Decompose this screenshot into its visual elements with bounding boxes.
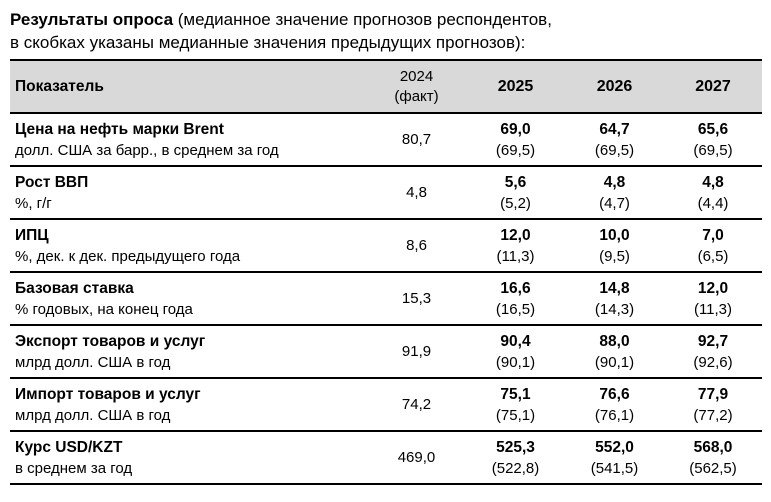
survey-results-table: Показатель 2024 (факт) 2025 2026 2027 Цен… xyxy=(10,59,762,485)
forecast-2026: 76,6 xyxy=(599,385,630,403)
forecast-2026: 10,0 xyxy=(599,226,630,244)
table-header: Показатель 2024 (факт) 2025 2026 2027 xyxy=(10,60,762,113)
table-row-usdkzt: Курс USD/KZT в среднем за год 469,0 525,… xyxy=(10,431,762,484)
previous-forecast-2025: (90,1) xyxy=(495,353,536,371)
previous-forecast-2026: (76,1) xyxy=(594,406,635,424)
column-header-indicator: Показатель xyxy=(15,77,104,95)
forecast-2026: 64,7 xyxy=(599,120,630,138)
forecast-2027: 7,0 xyxy=(702,226,724,244)
forecast-2027: 77,9 xyxy=(697,385,729,403)
previous-forecast-2026: (541,5) xyxy=(590,459,639,477)
header-row: Показатель 2024 (факт) 2025 2026 2027 xyxy=(10,60,762,113)
forecast-2025: 12,0 xyxy=(500,226,531,244)
forecast-2026: 4,8 xyxy=(603,173,626,191)
indicator-name: ИПЦ xyxy=(15,226,49,244)
previous-forecast-2027: (4,4) xyxy=(697,194,729,212)
forecast-2027: 12,0 xyxy=(697,279,729,297)
previous-forecast-2027: (562,5) xyxy=(689,459,737,477)
forecast-2025: 5,6 xyxy=(504,173,527,191)
table-row-brent: Цена на нефть марки Brent долл. США за б… xyxy=(10,113,762,166)
previous-forecast-2027: (6,5) xyxy=(697,247,729,265)
forecast-2025: 525,3 xyxy=(496,438,535,456)
previous-forecast-2025: (75,1) xyxy=(495,406,536,424)
indicator-name: Рост ВВП xyxy=(15,173,89,191)
column-header-2027: 2027 xyxy=(695,77,731,95)
title-line2: в скобках указаны медианные значения пре… xyxy=(10,33,526,52)
forecast-2027: 92,7 xyxy=(697,332,729,350)
indicator-unit: %, г/г xyxy=(15,194,52,212)
title-line1-rest: (медианное значение прогнозов респондент… xyxy=(173,10,552,29)
forecast-2025: 75,1 xyxy=(500,385,531,403)
previous-forecast-2026: (4,7) xyxy=(599,194,630,212)
forecast-2027: 568,0 xyxy=(693,438,733,456)
indicator-name: Цена на нефть марки Brent xyxy=(15,120,224,138)
forecast-2026: 14,8 xyxy=(599,279,630,297)
previous-forecast-2025: (522,8) xyxy=(491,459,540,477)
column-header-2024-fact: 2024 (факт) xyxy=(367,60,466,113)
indicator-unit: % годовых, на конец года xyxy=(15,300,193,318)
previous-forecast-2026: (90,1) xyxy=(594,353,635,371)
previous-forecast-2026: (9,5) xyxy=(599,247,630,265)
indicator-name: Экспорт товаров и услуг xyxy=(15,332,206,350)
forecast-2026: 88,0 xyxy=(599,332,630,350)
indicator-unit: %, дек. к дек. предыдущего года xyxy=(15,247,241,265)
previous-forecast-2026: (14,3) xyxy=(594,300,635,318)
indicator-unit: млрд долл. США в год xyxy=(15,406,171,424)
forecast-2025: 90,4 xyxy=(500,332,531,350)
column-header-2025: 2025 xyxy=(497,77,534,95)
fact-value: 469,0 xyxy=(397,449,436,466)
fact-year: 2024 xyxy=(399,67,434,85)
fact-value: 15,3 xyxy=(401,290,432,307)
previous-forecast-2025: (11,3) xyxy=(496,247,535,265)
previous-forecast-2027: (77,2) xyxy=(693,406,733,424)
fact-value: 80,7 xyxy=(401,131,432,148)
table-row-imports: Импорт товаров и услуг млрд долл. США в … xyxy=(10,378,762,431)
forecast-2027: 4,8 xyxy=(702,173,724,191)
indicator-unit: в среднем за год xyxy=(15,459,133,477)
previous-forecast-2026: (69,5) xyxy=(594,141,635,159)
indicator-unit: млрд долл. США в год xyxy=(15,353,171,371)
title-bold: Результаты опроса xyxy=(10,10,174,29)
fact-label: (факт) xyxy=(394,87,439,105)
indicator-name: Курс USD/KZT xyxy=(15,438,123,456)
indicator-unit: долл. США за барр., в среднем за год xyxy=(15,141,279,159)
previous-forecast-2025: (5,2) xyxy=(500,194,531,212)
table-body: Цена на нефть марки Brent долл. США за б… xyxy=(10,113,762,484)
fact-value: 4,8 xyxy=(406,184,427,201)
forecast-2026: 552,0 xyxy=(595,438,634,456)
previous-forecast-2025: (16,5) xyxy=(495,300,536,318)
fact-value: 74,2 xyxy=(401,396,432,413)
table-row-base-rate: Базовая ставка % годовых, на конец года … xyxy=(10,272,762,325)
forecast-2025: 16,6 xyxy=(500,279,531,297)
indicator-name: Базовая ставка xyxy=(15,279,134,297)
previous-forecast-2027: (69,5) xyxy=(693,141,733,159)
fact-value: 8,6 xyxy=(406,237,427,254)
previous-forecast-2025: (69,5) xyxy=(495,141,536,159)
indicator-name: Импорт товаров и услуг xyxy=(15,385,201,403)
forecast-2025: 69,0 xyxy=(500,120,531,138)
table-row-gdp: Рост ВВП %, г/г 4,8 5,6 (5,2) 4,8 (4,7) 4,… xyxy=(10,166,762,219)
fact-value: 91,9 xyxy=(401,343,432,360)
table-row-exports: Экспорт товаров и услуг млрд долл. США в… xyxy=(10,325,762,378)
page-title: Результаты опроса (медианное значение пр… xyxy=(10,8,762,54)
previous-forecast-2027: (11,3) xyxy=(693,300,733,318)
column-header-2026: 2026 xyxy=(596,77,633,95)
previous-forecast-2027: (92,6) xyxy=(693,353,733,371)
forecast-2027: 65,6 xyxy=(697,120,729,138)
table-row-cpi: ИПЦ %, дек. к дек. предыдущего года 8,6 … xyxy=(10,219,762,272)
